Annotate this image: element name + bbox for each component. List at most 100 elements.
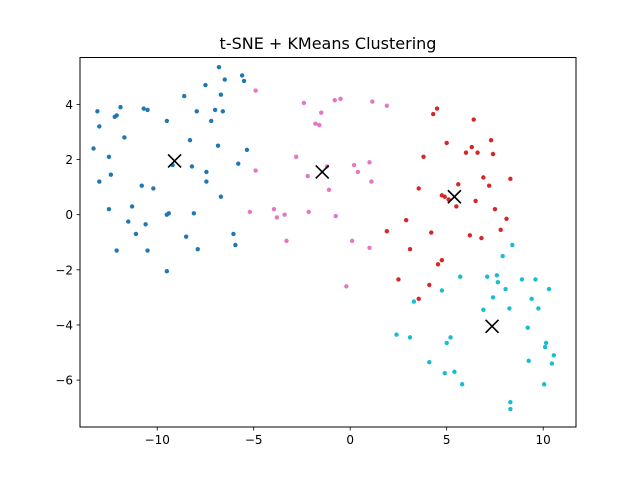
cluster-1-point [326, 187, 332, 193]
cluster-1-point [253, 168, 258, 173]
cluster-3-point [519, 277, 525, 282]
cluster-0-point [95, 109, 100, 114]
cluster-0-point [143, 222, 148, 227]
cluster-3-point [407, 335, 413, 340]
cluster-0-point [236, 161, 241, 166]
centroid-marker [315, 164, 330, 180]
cluster-2-point [435, 262, 441, 267]
cluster-2-point [421, 154, 426, 159]
cluster-0-point [222, 77, 227, 82]
cluster-3-point [439, 288, 445, 293]
cluster-3-point [394, 332, 399, 337]
cluster-0-point [118, 104, 123, 110]
cluster-3-point [444, 340, 449, 346]
cluster-0-point [183, 234, 189, 239]
cluster-3-point [495, 280, 501, 285]
cluster-0-point [191, 211, 197, 216]
cluster-1-point [333, 213, 338, 219]
chart-title: t-SNE + KMeans Clustering [220, 34, 437, 53]
plot-area-frame [79, 57, 577, 428]
cluster-0-point [239, 73, 245, 78]
cluster-3-point [543, 340, 549, 346]
cluster-3-point [551, 353, 557, 358]
cluster-3-point [529, 296, 534, 301]
cluster-2-point [442, 194, 447, 199]
cluster-0-point [166, 211, 171, 216]
cluster-0-point [216, 64, 222, 70]
cluster-3-point [525, 325, 530, 330]
cluster-1-point [338, 96, 343, 102]
cluster-2-point [508, 176, 513, 182]
cluster-0-point [195, 246, 200, 252]
cluster-0-point [151, 186, 156, 191]
cluster-1-point [282, 212, 287, 217]
cluster-0-point [139, 183, 144, 188]
cluster-1-point [355, 169, 361, 175]
cluster-2-point [427, 282, 432, 288]
cluster-3-point [503, 286, 508, 292]
cluster-2-point [396, 277, 401, 282]
cluster-3-point [536, 306, 541, 311]
cluster-1-point [317, 122, 322, 128]
cluster-3-point [494, 273, 500, 278]
cluster-3-point [485, 274, 490, 279]
x-tick-label: −10 [145, 433, 170, 447]
cluster-0-point [215, 143, 221, 148]
cluster-2-point [471, 117, 476, 122]
cluster-3-point [458, 274, 463, 279]
x-tick-label: 10 [536, 433, 551, 447]
cluster-2-point [490, 151, 496, 157]
cluster-2-point [498, 227, 503, 233]
centroids-layer [167, 153, 500, 334]
cluster-1-point [344, 284, 349, 289]
cluster-0-point [203, 82, 208, 88]
points-layer [91, 64, 557, 412]
cluster-1-point [274, 215, 280, 220]
cluster-0-point [133, 231, 139, 237]
cluster-0-point [164, 118, 170, 124]
cluster-1-point [349, 238, 355, 244]
cluster-1-point [367, 245, 372, 250]
cluster-0-point [114, 248, 119, 253]
cluster-2-point [473, 198, 478, 204]
y-tick-label: −6 [55, 374, 73, 388]
cluster-3-point [507, 306, 512, 311]
cluster-2-point [403, 217, 409, 223]
x-axis: −10 −5 0 5 10 [145, 427, 551, 447]
cluster-0-point [241, 78, 247, 84]
cluster-0-point [97, 179, 102, 184]
cluster-2-point [467, 233, 473, 238]
cluster-0-point [218, 194, 224, 199]
cluster-0-point [122, 135, 127, 140]
cluster-0-point [91, 146, 96, 151]
cluster-3-point [448, 335, 453, 340]
cluster-0-point [233, 242, 238, 248]
cluster-3-point [533, 277, 538, 282]
cluster-0-point [182, 93, 187, 99]
cluster-0-point [145, 248, 150, 253]
cluster-1-point [319, 110, 324, 115]
cluster-2-point [504, 216, 509, 222]
cluster-0-point [141, 106, 146, 111]
cluster-2-point [416, 186, 421, 191]
cluster-0-point [189, 164, 195, 169]
cluster-2-point [469, 144, 474, 150]
cluster-0-point [106, 154, 112, 159]
cluster-2-point [481, 175, 486, 180]
cluster-0-point [194, 109, 199, 114]
x-tick-label: 5 [443, 433, 451, 447]
cluster-2-point [492, 206, 498, 212]
cluster-0-point [209, 118, 214, 124]
centroid-marker [484, 319, 500, 334]
cluster-0-point [108, 172, 114, 177]
cluster-1-point [384, 103, 390, 108]
cluster-2-point [454, 204, 459, 209]
cluster-0-point [114, 113, 119, 118]
cluster-3-point [526, 358, 531, 364]
cluster-2-point [456, 182, 461, 187]
cluster-1-point [369, 179, 374, 184]
cluster-2-point [486, 183, 492, 188]
cluster-3-point [510, 242, 515, 248]
cluster-2-point [384, 229, 390, 234]
